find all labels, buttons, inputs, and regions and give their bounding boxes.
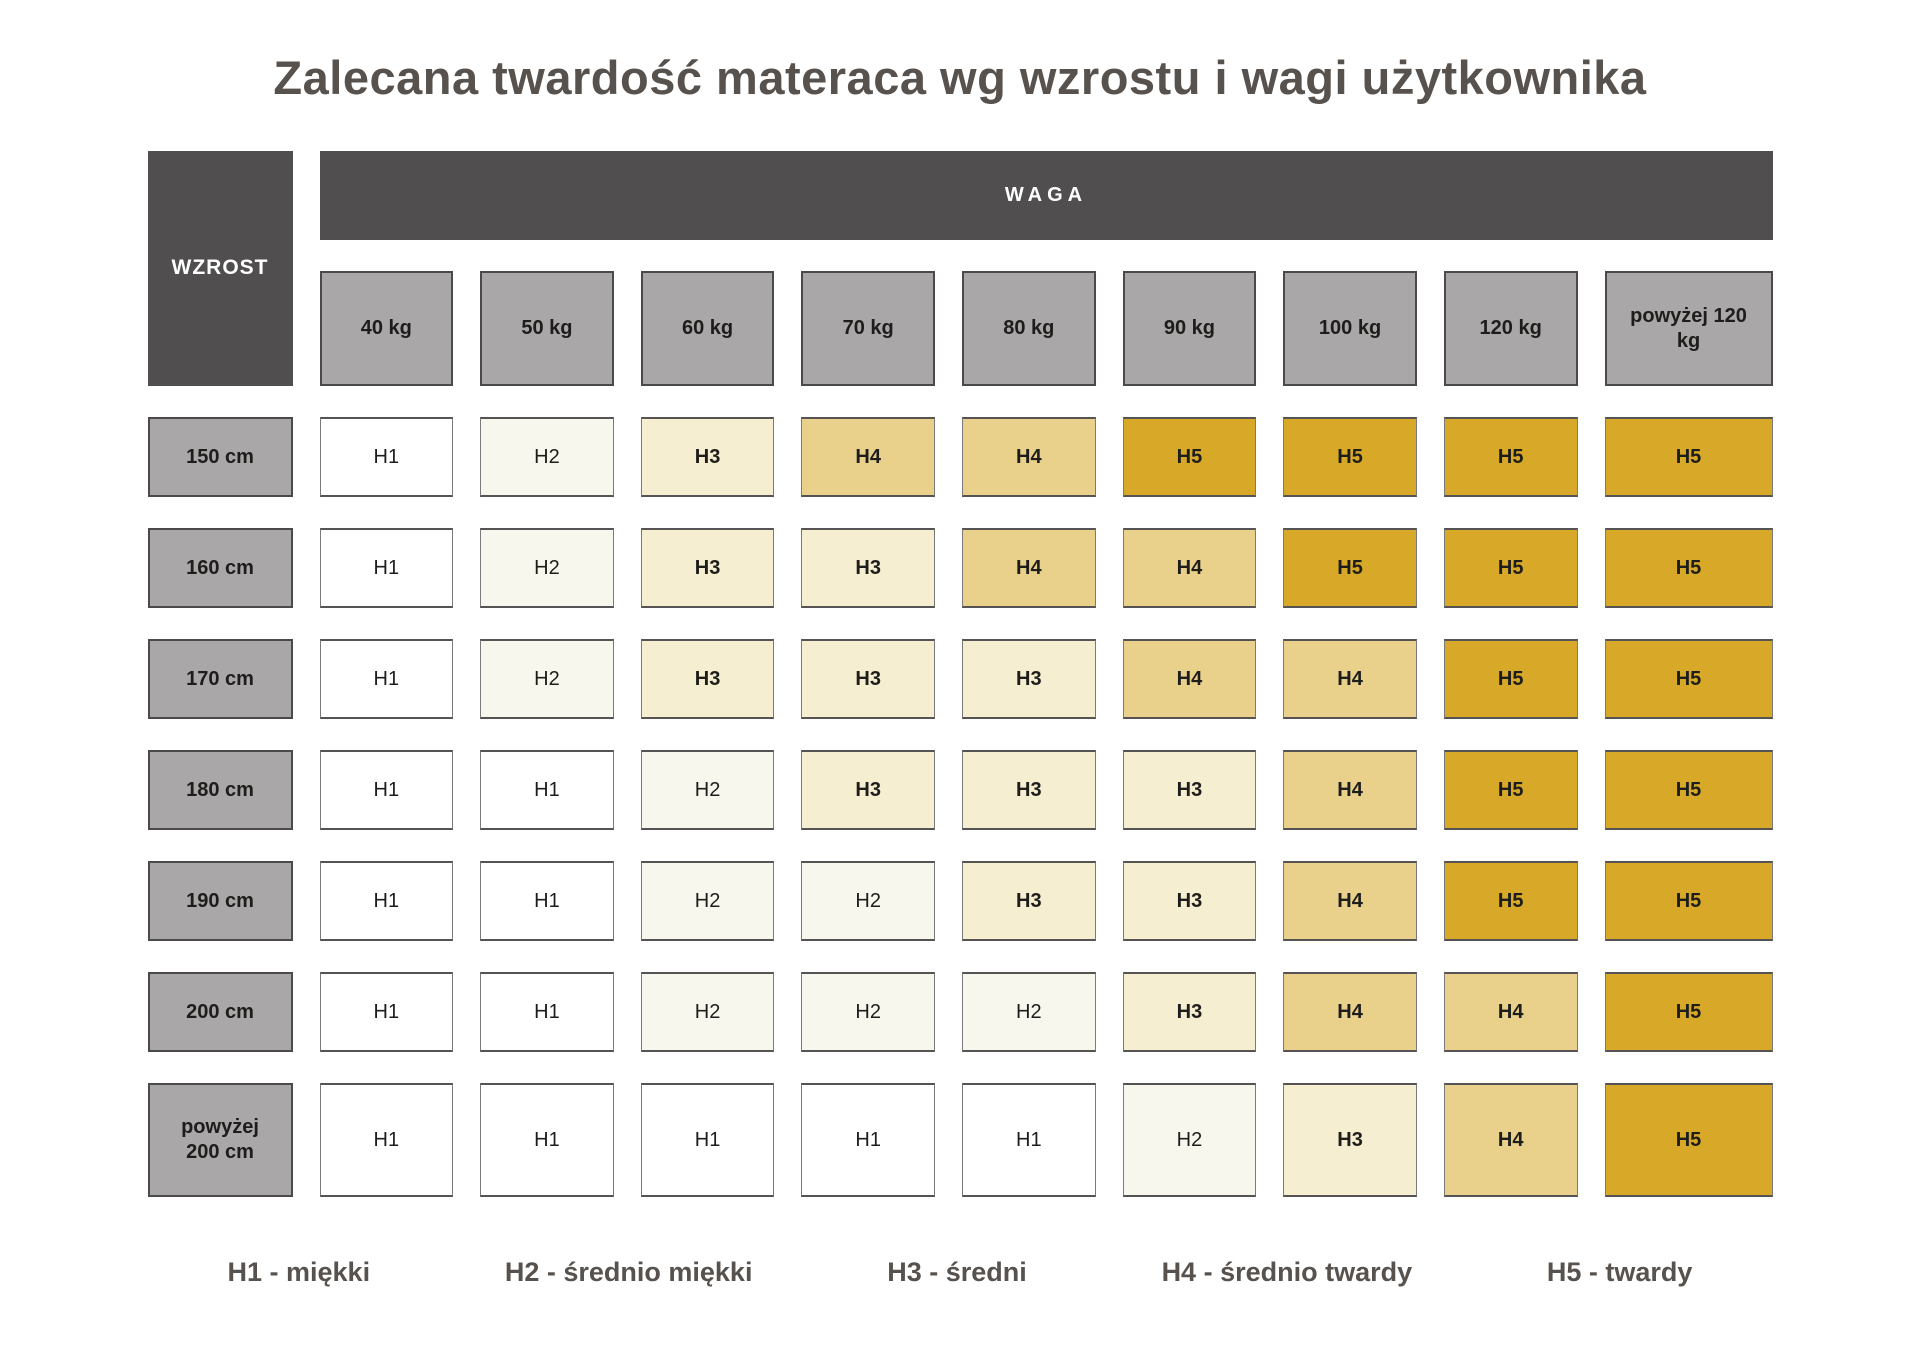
data-cell-h5: H5 — [1604, 528, 1773, 608]
column-header: 120 kg — [1443, 271, 1578, 386]
legend-item: H5 - twardy — [1546, 1257, 1693, 1287]
data-cell-h2: H2 — [640, 972, 775, 1052]
data-cell-h2: H2 — [1122, 1083, 1257, 1197]
data-cell-h2: H2 — [480, 639, 614, 719]
data-cell-h5: H5 — [1604, 972, 1773, 1052]
data-cell-h5: H5 — [1604, 417, 1773, 497]
data-cell-h3: H3 — [640, 417, 775, 497]
data-cell-h4: H4 — [1443, 1083, 1578, 1197]
data-cell-h5: H5 — [1604, 861, 1773, 941]
legend: H1 - miękki H2 - średnio miękki H3 - średn… — [228, 1257, 1693, 1288]
data-cell-h1: H1 — [319, 528, 454, 608]
column-header: 50 kg — [480, 271, 614, 386]
data-cell-h2: H2 — [801, 861, 935, 941]
data-cell-h1: H1 — [801, 1083, 935, 1197]
data-cell-h2: H2 — [480, 528, 614, 608]
data-cell-h2: H2 — [480, 417, 614, 497]
data-cell-h5: H5 — [1443, 861, 1578, 941]
data-cell-h5: H5 — [1283, 528, 1417, 608]
column-header: 100 kg — [1283, 271, 1417, 386]
data-cell-h3: H3 — [801, 639, 935, 719]
data-cell-h4: H4 — [1283, 972, 1417, 1052]
data-cell-h1: H1 — [319, 417, 454, 497]
data-cell-h3: H3 — [962, 861, 1096, 941]
data-cell-h4: H4 — [962, 417, 1096, 497]
row-header: 200 cm — [147, 972, 293, 1052]
data-cell-h5: H5 — [1283, 417, 1417, 497]
data-cell-h1: H1 — [319, 972, 454, 1052]
data-cell-h3: H3 — [801, 528, 935, 608]
data-cell-h1: H1 — [319, 750, 454, 830]
data-cell-h5: H5 — [1443, 750, 1578, 830]
column-header: 80 kg — [962, 271, 1096, 386]
data-cell-h5: H5 — [1604, 750, 1773, 830]
data-cell-h4: H4 — [1443, 972, 1578, 1052]
data-cell-h4: H4 — [801, 417, 935, 497]
data-cell-h3: H3 — [640, 639, 775, 719]
legend-item: H4 - średnio twardy — [1161, 1257, 1413, 1287]
data-cell-h5: H5 — [1604, 639, 1773, 719]
data-cell-h5: H5 — [1604, 1083, 1773, 1197]
data-cell-h3: H3 — [962, 639, 1096, 719]
data-cell-h3: H3 — [1122, 972, 1257, 1052]
column-header: 70 kg — [801, 271, 935, 386]
row-header: powyżej 200 cm — [147, 1083, 293, 1197]
data-cell-h1: H1 — [480, 861, 614, 941]
data-cell-h2: H2 — [801, 972, 935, 1052]
data-cell-h3: H3 — [1122, 861, 1257, 941]
row-header: 160 cm — [147, 528, 293, 608]
row-header: 180 cm — [147, 750, 293, 830]
data-cell-h3: H3 — [1283, 1083, 1417, 1197]
data-cell-h3: H3 — [962, 750, 1096, 830]
data-cell-h1: H1 — [319, 639, 454, 719]
data-cell-h2: H2 — [640, 861, 775, 941]
data-cell-h2: H2 — [640, 750, 775, 830]
page-title: Zalecana twardość materaca wg wzrostu i … — [273, 51, 1647, 104]
legend-item: H1 - miękki — [227, 1257, 371, 1287]
corner-header-wzrost: WZROST — [147, 151, 293, 386]
column-header: 90 kg — [1122, 271, 1257, 386]
data-cell-h5: H5 — [1122, 417, 1257, 497]
data-cell-h4: H4 — [1283, 861, 1417, 941]
row-header: 170 cm — [147, 639, 293, 719]
data-cell-h3: H3 — [1122, 750, 1257, 830]
data-cell-h5: H5 — [1443, 417, 1578, 497]
data-cell-h1: H1 — [962, 1083, 1096, 1197]
firmness-table-wrapper: WZROST WAGA 40 kg 50 kg 60 kg 70 kg 80 kg 90 … — [147, 151, 1773, 1197]
data-cell-h1: H1 — [480, 1083, 614, 1197]
data-cell-h3: H3 — [801, 750, 935, 830]
data-cell-h5: H5 — [1443, 639, 1578, 719]
data-cell-h1: H1 — [640, 1083, 775, 1197]
data-cell-h4: H4 — [1122, 639, 1257, 719]
legend-item: H3 - średni — [887, 1257, 1027, 1287]
row-header: 190 cm — [147, 861, 293, 941]
data-cell-h4: H4 — [1283, 750, 1417, 830]
data-cell-h2: H2 — [962, 972, 1096, 1052]
legend-item: H2 - średnio miękki — [504, 1257, 753, 1287]
firmness-grid: WZROST WAGA 40 kg 50 kg 60 kg 70 kg 80 kg 90 … — [147, 151, 1773, 1197]
data-cell-h5: H5 — [1443, 528, 1578, 608]
data-cell-h1: H1 — [480, 750, 614, 830]
data-cell-h3: H3 — [640, 528, 775, 608]
data-cell-h4: H4 — [1122, 528, 1257, 608]
data-cell-h1: H1 — [480, 972, 614, 1052]
weight-banner-waga: WAGA — [319, 151, 1773, 240]
data-cell-h4: H4 — [1283, 639, 1417, 719]
data-cell-h1: H1 — [319, 861, 454, 941]
column-header: powyżej 120 kg — [1604, 271, 1773, 386]
data-cell-h4: H4 — [962, 528, 1096, 608]
column-header: 60 kg — [640, 271, 775, 386]
row-header: 150 cm — [147, 417, 293, 497]
column-header: 40 kg — [319, 271, 454, 386]
data-cell-h1: H1 — [319, 1083, 454, 1197]
